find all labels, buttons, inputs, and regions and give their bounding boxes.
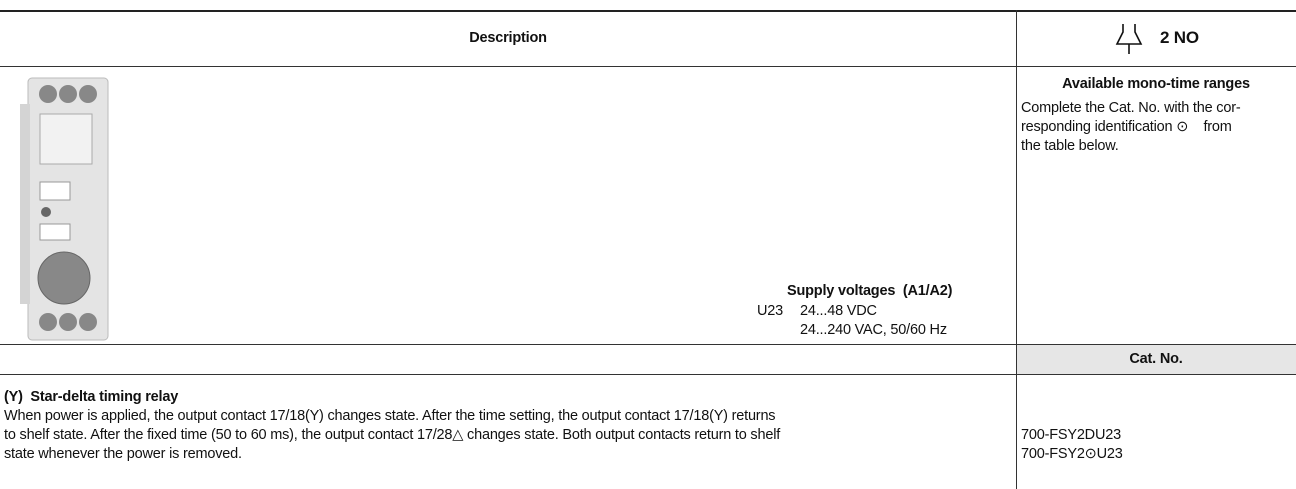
cat-no: 700-FSY2⊙U23 [1021, 445, 1123, 464]
row-rule [0, 374, 1296, 375]
item-line: state whenever the power is removed. [4, 445, 242, 464]
item-title: (Y) Star-delta timing relay [4, 388, 178, 407]
cat-no: 700-FSY2DU23 [1021, 426, 1121, 445]
right-line: responding identification ⊙ from [1021, 118, 1232, 137]
item-line: When power is applied, the output contac… [4, 407, 775, 426]
supply-line: 24...240 VAC, 50/60 Hz [800, 321, 947, 340]
supply-title: Supply voltages (A1/A2) [787, 282, 952, 301]
item-line: to shelf state. After the fixed time (50… [4, 426, 780, 445]
top-rule [0, 10, 1296, 12]
contacts-label: 2 NO [1160, 28, 1199, 47]
supply-line: 24...48 VDC [800, 302, 877, 321]
description-header: Description [0, 29, 1016, 48]
cat-header: Cat. No. [1016, 350, 1296, 369]
right-line: Complete the Cat. No. with the cor- [1021, 99, 1240, 118]
contact-symbol [1113, 22, 1153, 58]
page: Description 2 NO Available mono-time ran… [0, 0, 1296, 489]
header-rule [0, 66, 1296, 67]
supply-code: U23 [757, 302, 783, 321]
product-photo [20, 74, 130, 346]
right-title: Available mono-time ranges [1016, 75, 1296, 94]
right-line: the table below. [1021, 137, 1119, 156]
